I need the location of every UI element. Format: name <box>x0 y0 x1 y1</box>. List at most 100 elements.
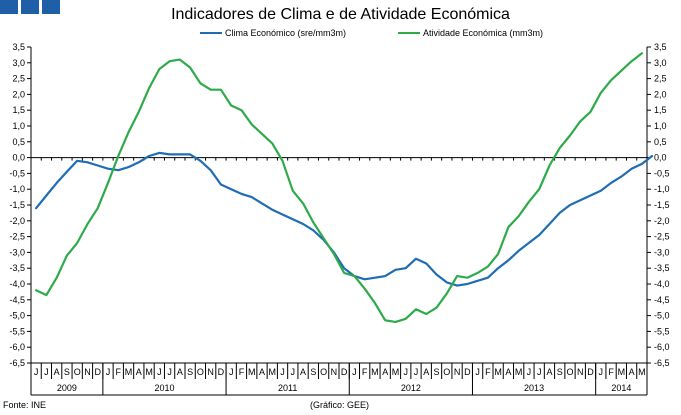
x-tick-label: M <box>125 367 133 377</box>
x-tick-label: O <box>443 367 450 377</box>
x-tick-label: N <box>454 367 461 377</box>
x-tick-label: J <box>527 367 532 377</box>
y-tick-label-left: 3,0 <box>12 58 25 68</box>
x-tick-label: F <box>362 367 368 377</box>
year-label: 2011 <box>278 383 297 393</box>
x-tick-label: F <box>608 367 614 377</box>
y-tick-label-right: -0,5 <box>654 168 670 178</box>
x-tick-label: M <box>269 367 277 377</box>
year-label: 2009 <box>57 383 77 393</box>
year-label: 2010 <box>154 383 174 393</box>
chart-title: Indicadores de Clima e de Atividade Econ… <box>171 6 510 23</box>
x-tick-label: A <box>505 367 511 377</box>
x-tick-label: O <box>320 367 327 377</box>
y-tick-label-right: 0,0 <box>654 153 667 163</box>
y-tick-label-right: -3,5 <box>654 263 670 273</box>
x-tick-label: N <box>331 367 338 377</box>
y-tick-label-right: 3,0 <box>654 58 667 68</box>
source-note: Fonte: INE <box>3 400 47 410</box>
x-tick-label: J <box>229 367 234 377</box>
x-tick-label: A <box>54 367 60 377</box>
x-tick-label: S <box>187 367 193 377</box>
y-tick-label-right: -5,5 <box>654 326 670 336</box>
x-tick-label: J <box>34 367 39 377</box>
x-tick-label: A <box>136 367 142 377</box>
y-tick-label-left: 1,0 <box>12 121 25 131</box>
x-tick-label: D <box>218 367 225 377</box>
y-tick-label-left: -2,0 <box>9 216 25 226</box>
chart-credit: (Gráfico: GEE) <box>310 400 370 410</box>
x-tick-label: M <box>494 367 502 377</box>
x-tick-label: A <box>382 367 388 377</box>
y-tick-label-left: -3,0 <box>9 247 25 257</box>
y-tick-label-left: -5,0 <box>9 311 25 321</box>
x-tick-label: N <box>577 367 584 377</box>
year-label: 2012 <box>401 383 421 393</box>
y-tick-label-right: 2,0 <box>654 89 667 99</box>
x-tick-label: M <box>638 367 646 377</box>
y-tick-label-left: -1,5 <box>9 200 25 210</box>
x-tick-label: A <box>629 367 635 377</box>
y-tick-label-left: -0,5 <box>9 168 25 178</box>
x-tick-label: J <box>599 367 604 377</box>
legend-item-atividade: Atividade Económica (mm3m) <box>398 28 543 38</box>
y-tick-label-left: 3,5 <box>12 42 25 52</box>
x-tick-label: J <box>352 367 357 377</box>
legend-item-clima: Clima Económico (sre/mm3m) <box>200 28 346 38</box>
x-tick-label: F <box>485 367 491 377</box>
x-tick-label: J <box>157 367 162 377</box>
x-tick-label: F <box>239 367 245 377</box>
x-tick-label: S <box>557 367 563 377</box>
y-tick-label-left: 1,5 <box>12 105 25 115</box>
x-tick-label: A <box>546 367 552 377</box>
x-tick-label: M <box>248 367 256 377</box>
chart-legend: Clima Económico (sre/mm3m) Atividade Eco… <box>0 28 681 42</box>
y-tick-label-right: -2,5 <box>654 232 670 242</box>
y-tick-label-left: 2,5 <box>12 74 25 84</box>
x-tick-label: D <box>587 367 594 377</box>
y-tick-label-right: -1,5 <box>654 200 670 210</box>
x-tick-label: S <box>434 367 440 377</box>
y-tick-label-right: 2,5 <box>654 74 667 84</box>
logo-square <box>0 0 18 14</box>
y-tick-label-right: -4,5 <box>654 295 670 305</box>
y-tick-label-left: -4,5 <box>9 295 25 305</box>
year-label: 2013 <box>524 383 544 393</box>
x-tick-label: M <box>392 367 400 377</box>
y-tick-label-left: -2,5 <box>9 232 25 242</box>
legend-label-clima: Clima Económico (sre/mm3m) <box>225 28 347 38</box>
y-tick-label-left: 0,0 <box>12 153 25 163</box>
y-tick-label-right: 1,5 <box>654 105 667 115</box>
legend-swatch-atividade <box>398 32 420 34</box>
y-tick-label-right: -2,0 <box>654 216 670 226</box>
y-tick-label-right: 0,5 <box>654 137 667 147</box>
x-tick-label: J <box>280 367 285 377</box>
series-line-atividade <box>34 52 644 323</box>
legend-swatch-clima <box>200 32 222 34</box>
x-tick-label: S <box>310 367 316 377</box>
x-tick-label: D <box>341 367 348 377</box>
logo-square <box>21 0 39 14</box>
y-tick-label-right: 3,5 <box>654 42 667 52</box>
legend-label-atividade: Atividade Económica (mm3m) <box>423 28 544 38</box>
logo-square <box>42 0 60 14</box>
x-tick-label: A <box>259 367 265 377</box>
x-tick-label: M <box>515 367 523 377</box>
x-tick-label: J <box>475 367 480 377</box>
y-tick-label-right: -6,0 <box>654 342 670 352</box>
x-tick-label: O <box>197 367 204 377</box>
x-tick-label: M <box>145 367 153 377</box>
logo <box>0 0 60 14</box>
x-tick-label: J <box>414 367 419 377</box>
x-tick-label: D <box>94 367 101 377</box>
x-tick-label: J <box>106 367 111 377</box>
y-tick-label-left: 0,5 <box>12 137 25 147</box>
y-tick-label-right: -5,0 <box>654 311 670 321</box>
x-tick-label: A <box>300 367 306 377</box>
y-tick-label-left: -3,5 <box>9 263 25 273</box>
y-tick-label-right: -6,5 <box>654 358 670 368</box>
x-tick-label: M <box>618 367 626 377</box>
x-tick-label: J <box>403 367 408 377</box>
y-tick-label-right: -4,0 <box>654 279 670 289</box>
